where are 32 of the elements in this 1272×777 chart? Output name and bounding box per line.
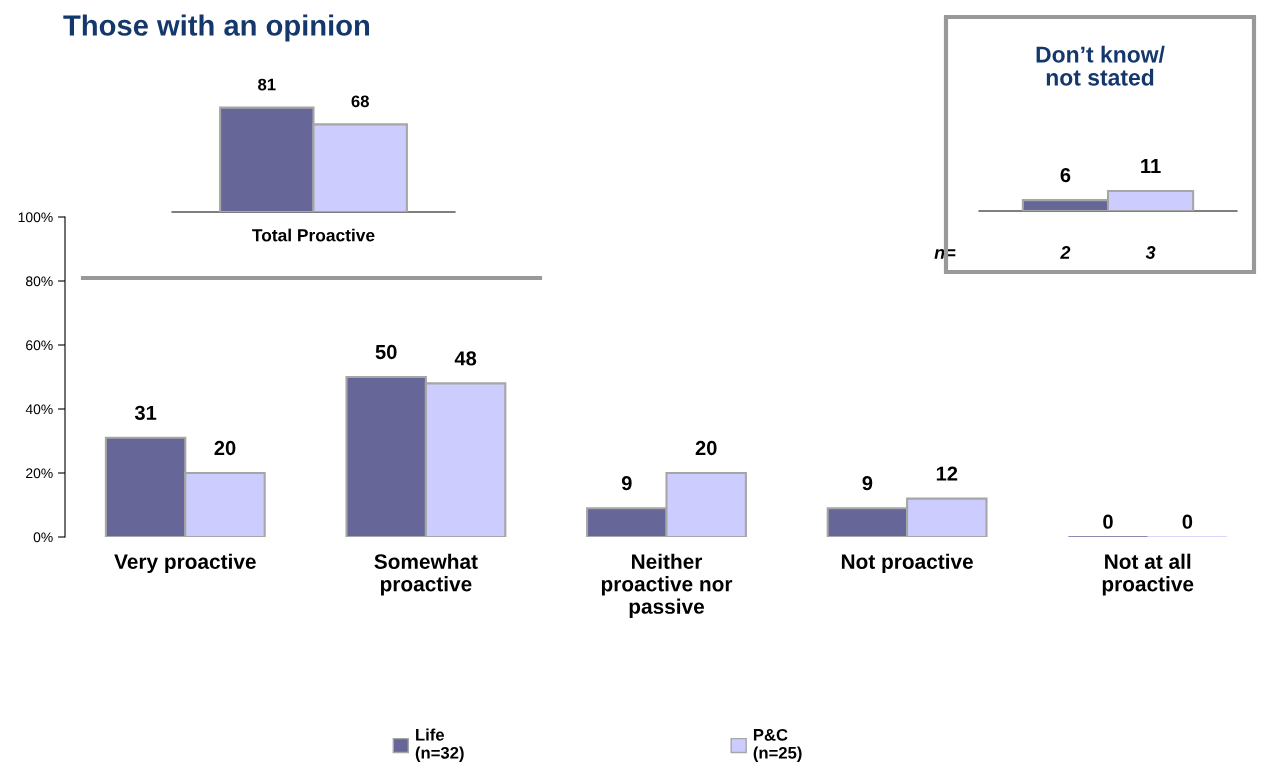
y-tick-label: 60% <box>26 340 53 351</box>
data-label: 50 <box>375 344 397 360</box>
annotation: 3 <box>1145 246 1156 259</box>
data-label: 0 <box>1103 514 1113 529</box>
data-label: 48 <box>454 351 477 366</box>
data-label: 0 <box>1182 514 1193 529</box>
chart-title: Those with an opinion <box>63 14 370 42</box>
data-label: 68 <box>351 95 369 108</box>
legend-label: P&C (n=25) <box>753 728 802 762</box>
data-label: 20 <box>695 440 717 456</box>
data-label: 9 <box>621 476 632 491</box>
y-tick-label: 0% <box>33 532 53 543</box>
x-tick-label: Not proactive <box>841 553 973 574</box>
data-label: 6 <box>1060 167 1071 183</box>
y-tick-label: 40% <box>25 404 53 415</box>
y-tick-label: 80% <box>26 276 53 287</box>
x-tick-label: Neither proactive nor passive <box>601 553 733 618</box>
data-label: 20 <box>214 440 236 456</box>
data-label: 11 <box>1141 159 1161 173</box>
y-tick-label: 100% <box>18 212 53 223</box>
x-tick-label: Somewhat proactive <box>374 553 478 596</box>
x-axis-title: Total Proactive <box>252 228 375 242</box>
data-label: 12 <box>936 466 958 481</box>
x-tick-label: Very proactive <box>114 553 256 574</box>
data-label: 81 <box>258 78 276 91</box>
x-tick-label: Not at all proactive <box>1102 553 1194 596</box>
chart-title: Don’t know/ not stated <box>1036 45 1165 86</box>
data-label: 9 <box>862 476 873 491</box>
legend-label: Life (n=32) <box>415 728 464 762</box>
annotation: 2 <box>1060 246 1071 259</box>
data-label: 31 <box>134 405 157 420</box>
y-tick-label: 20% <box>26 468 53 479</box>
